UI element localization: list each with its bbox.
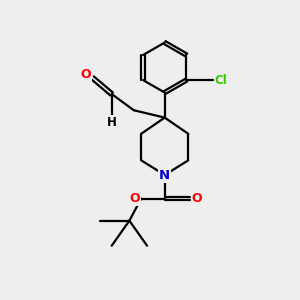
Text: H: H [107, 116, 117, 128]
Text: Cl: Cl [215, 74, 227, 87]
Text: O: O [192, 192, 203, 205]
Text: O: O [129, 192, 140, 205]
Text: O: O [81, 68, 92, 81]
Text: N: N [159, 169, 170, 182]
